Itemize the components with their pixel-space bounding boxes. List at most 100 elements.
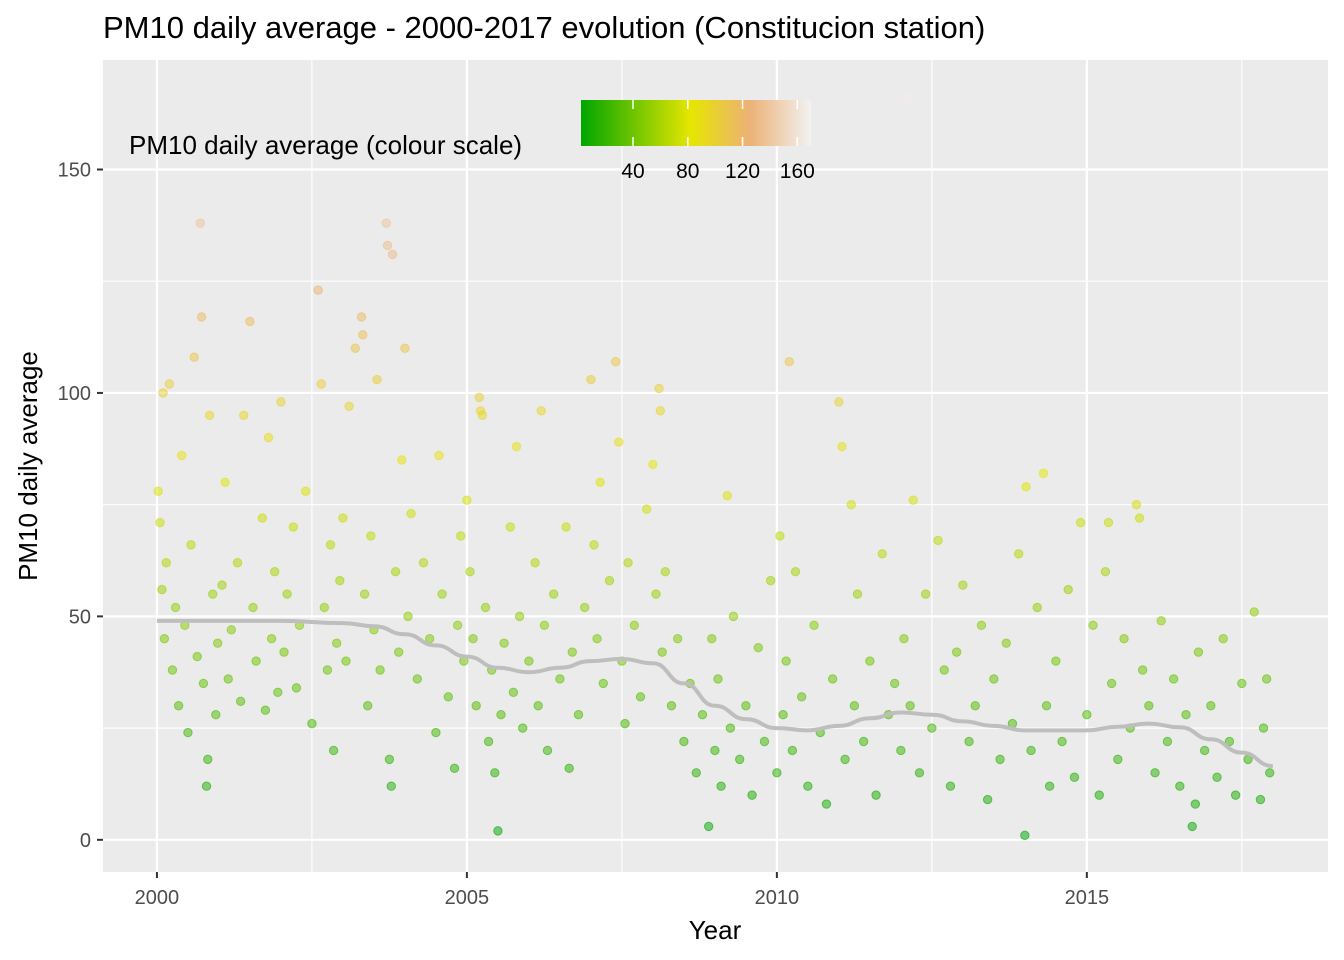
data-point [372,374,382,385]
data-point [908,495,918,505]
data-point [592,634,602,644]
data-point [951,647,962,657]
data-point [964,736,974,747]
data-point [319,602,330,613]
data-point [406,508,416,519]
legend: PM10 daily average (colour scale) 40 80 12… [129,100,815,183]
data-point [666,701,677,711]
data-point [1113,754,1123,765]
data-point [1134,513,1145,523]
data-point [490,768,500,778]
data-point [198,678,209,689]
data-point [177,450,187,461]
data-point [1265,768,1275,778]
data-point [672,634,683,644]
y-tick-label: 0 [80,830,91,852]
data-point [747,790,757,800]
data-point [192,651,202,662]
data-point [821,799,832,809]
data-point [456,531,466,541]
data-point [1063,584,1073,595]
data-point [155,517,165,528]
data-point [307,718,317,729]
data-point [203,754,213,765]
data-point [394,647,404,657]
data-point [263,432,274,443]
data-point [443,692,454,702]
data-point [397,455,407,465]
data-point [338,513,348,523]
data-point [356,312,367,322]
data-point [232,558,243,568]
data-point [196,312,207,322]
data-point [291,683,302,693]
data-point [567,647,577,657]
data-point [1103,517,1114,528]
data-point [273,687,283,698]
data-point [995,754,1005,765]
data-point [1144,701,1154,711]
data-point [1193,647,1204,657]
data-point [260,705,271,715]
data-point [1021,482,1031,492]
data-point [1181,709,1191,720]
data-point [1237,678,1247,689]
data-point [679,736,689,747]
data-point [976,620,987,631]
data-point [1051,656,1061,666]
data-point [846,499,856,510]
data-point [387,249,398,260]
data-point [471,701,481,711]
data-point [1137,665,1148,675]
data-point [313,285,323,295]
data-point [775,531,785,541]
data-point [772,768,782,778]
data-point [834,397,844,407]
data-point [970,701,980,711]
data-point [161,558,171,568]
data-point [610,356,621,367]
data-point [871,790,881,800]
data-point [477,410,488,420]
x-tick-label: 2015 [1065,887,1110,909]
data-point [573,709,584,720]
data-point [251,656,261,666]
data-point [629,620,639,631]
data-point [212,638,223,648]
x-tick-label: 2005 [445,887,490,909]
data-point [710,745,720,756]
data-point [381,218,392,228]
data-point [1187,821,1197,832]
data-point [201,781,212,791]
data-point [1230,790,1241,800]
data-point [167,665,178,675]
x-tick-label: 2010 [755,887,800,909]
data-point [796,692,807,702]
data-point [697,709,708,720]
data-point [759,736,770,747]
data-point [159,634,170,644]
data-point [335,575,345,586]
data-point [403,611,413,622]
data-point [382,240,393,251]
data-point [660,566,670,577]
data-point [505,522,516,532]
data-point [840,754,850,765]
data-point [517,723,528,733]
data-point [257,513,268,523]
data-point [858,736,869,747]
data-point [787,745,798,756]
data-point [784,356,794,367]
data-point [1088,620,1098,631]
colour-bar [581,100,811,146]
colour-bar-label: 120 [725,160,760,183]
data-point [707,634,717,644]
data-point [1150,768,1160,778]
data-point [837,441,847,452]
data-point [1041,701,1052,711]
data-point [1032,602,1042,613]
data-point [204,410,215,420]
data-point [530,558,540,568]
data-point [465,566,475,577]
colour-bar-label: 40 [621,160,644,183]
